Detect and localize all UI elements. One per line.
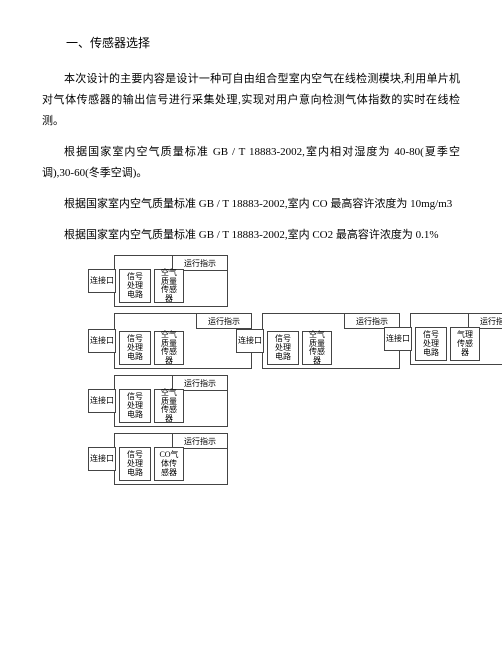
sensor-module: 运行指示连接口信号 处理 电路空气 质量 传感 器 — [262, 313, 400, 369]
module-inner-row: 信号 处理 电路空气 质量 传感 器 — [119, 331, 247, 365]
port-label: 连接口 — [384, 327, 412, 351]
sensor-module: 运行指示连接口信号 处理 电路空气 质量 传感 器 — [114, 375, 228, 427]
module-inner-row: 信号 处理 电路气理 传感 器 — [415, 327, 502, 361]
port-label: 连接口 — [88, 389, 116, 413]
paragraph-intro: 本次设计的主要内容是设计一种可自由组合型室内空气在线检测模块,利用单片机对气体传… — [42, 69, 460, 132]
module-diagram: 运行指示连接口信号 处理 电路空气 质量 传感 器运行指示连接口信号 处理 电路… — [42, 255, 460, 515]
paragraph-co: 根据国家室内空气质量标准 GB / T 18883-2002,室内 CO 最高容… — [42, 194, 460, 215]
module-inner-row: 信号 处理 电路空气 质量 传感 器 — [119, 389, 223, 423]
module-inner-row: 信号 处理 电路空气 质量 传感 器 — [267, 331, 395, 365]
port-label: 连接口 — [88, 269, 116, 293]
module-inner-row: 信号 处理 电路CO气 体传 感器 — [119, 447, 223, 481]
signal-circuit-box: 信号 处理 电路 — [119, 447, 151, 481]
sensor-box: 气理 传感 器 — [450, 327, 480, 361]
signal-circuit-box: 信号 处理 电路 — [119, 389, 151, 423]
signal-circuit-box: 信号 处理 电路 — [267, 331, 299, 365]
signal-circuit-box: 信号 处理 电路 — [119, 331, 151, 365]
run-indicator-label: 运行指示 — [196, 313, 252, 329]
section-title: 一、传感器选择 — [42, 34, 460, 53]
paragraph-humidity: 根据国家室内空气质量标准 GB / T 18883-2002,室内相对湿度为 4… — [42, 142, 460, 184]
sensor-module: 运行指示连接口信号 处理 电路空气 质量 传感 器 — [114, 255, 228, 307]
signal-circuit-box: 信号 处理 电路 — [119, 269, 151, 303]
sensor-module: 运行指示连接口信号 处理 电路CO气 体传 感器 — [114, 433, 228, 485]
port-label: 连接口 — [88, 329, 116, 353]
port-label: 连接口 — [236, 329, 264, 353]
sensor-box: 空气 质量 传感 器 — [302, 331, 332, 365]
page: 一、传感器选择 本次设计的主要内容是设计一种可自由组合型室内空气在线检测模块,利… — [0, 0, 502, 649]
sensor-box: CO气 体传 感器 — [154, 447, 184, 481]
paragraph-co2: 根据国家室内空气质量标准 GB / T 18883-2002,室内 CO2 最高… — [42, 225, 460, 246]
sensor-module: 运行指示连接口信号 处理 电路气理 传感 器 — [410, 313, 502, 365]
sensor-box: 空气 质量 传感 器 — [154, 269, 184, 303]
sensor-box: 空气 质量 传感 器 — [154, 389, 184, 423]
port-label: 连接口 — [88, 447, 116, 471]
module-inner-row: 信号 处理 电路空气 质量 传感 器 — [119, 269, 223, 303]
sensor-module: 运行指示连接口信号 处理 电路空气 质量 传感 器 — [114, 313, 252, 369]
sensor-box: 空气 质量 传感 器 — [154, 331, 184, 365]
signal-circuit-box: 信号 处理 电路 — [415, 327, 447, 361]
